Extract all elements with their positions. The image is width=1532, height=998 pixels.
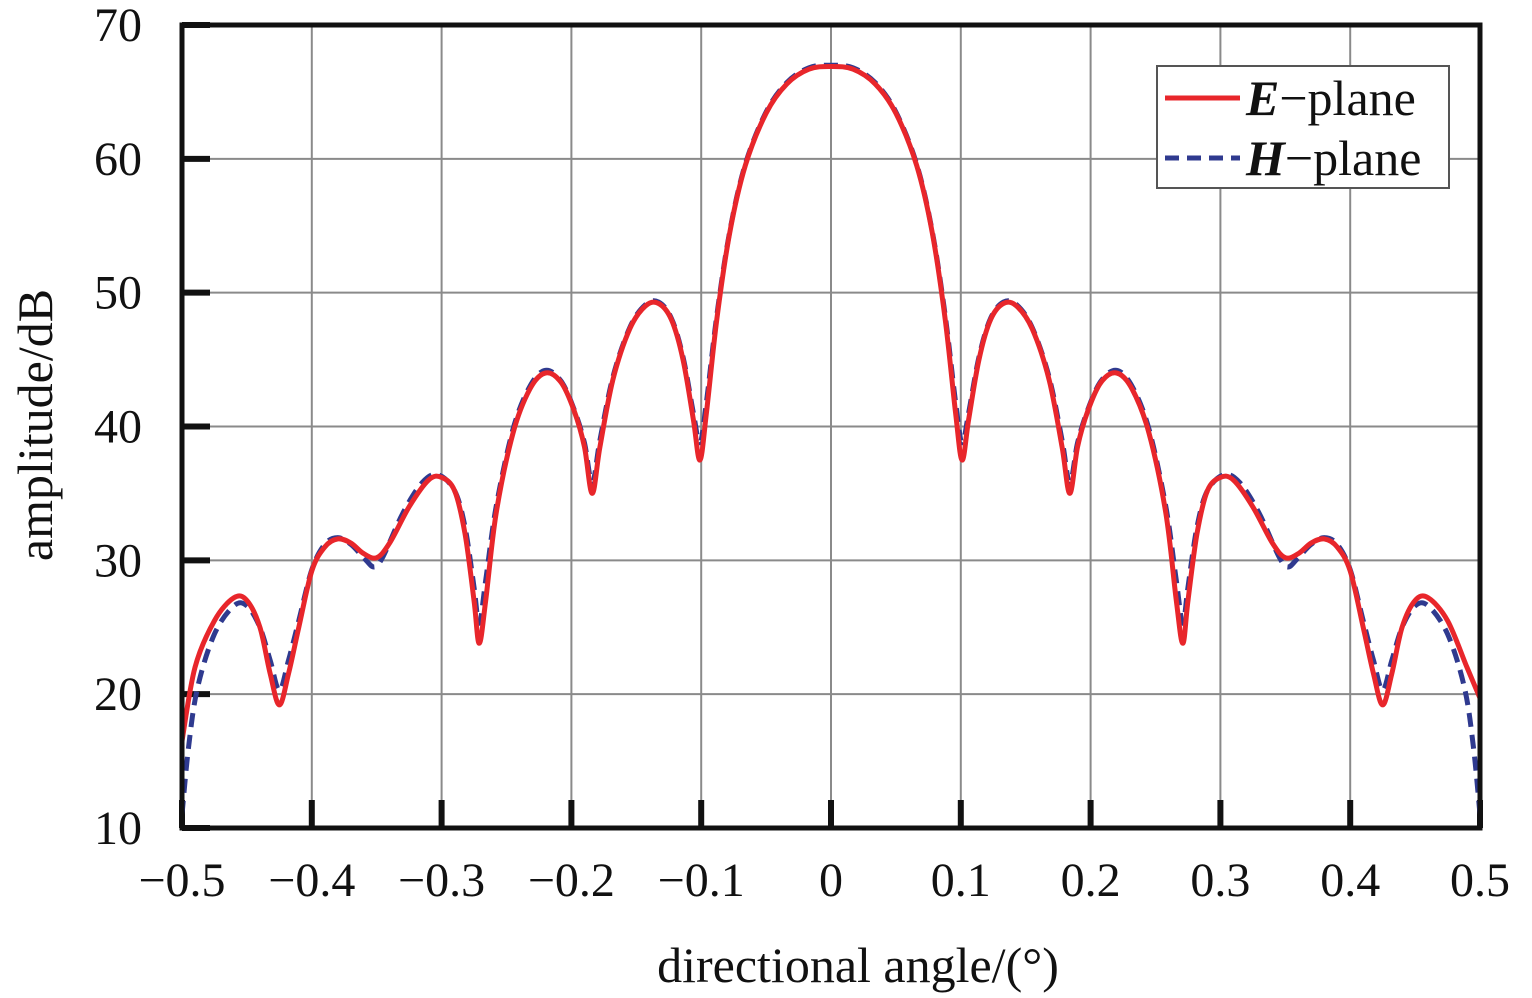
y-tick-label: 70	[94, 0, 142, 52]
series-layer	[179, 62, 1483, 815]
legend-label-e-plane: E−plane	[1245, 70, 1416, 126]
x-tick-label: 0.4	[1320, 854, 1380, 907]
x-tick-label: 0.2	[1061, 854, 1121, 907]
legend-box	[1156, 65, 1450, 189]
x-tick-label: −0.4	[268, 854, 355, 907]
legend-emphasis-h: H	[1245, 130, 1287, 186]
y-tick-labels: 10 20 30 40 50 60 70	[94, 0, 142, 855]
x-tick-labels: −0.5 −0.4 −0.3 −0.2 −0.1 0 0.1 0.2 0.3 0.4 0.5	[138, 854, 1510, 907]
x-tick-label: −0.3	[398, 854, 485, 907]
x-tick-label: 0	[819, 854, 843, 907]
x-tick-label: −0.1	[658, 854, 745, 907]
y-axis-label: amplitude/dB	[7, 289, 63, 561]
plot-frame	[179, 22, 1483, 831]
legend-emphasis-e: E	[1245, 70, 1279, 126]
x-tick-label: −0.2	[528, 854, 615, 907]
series-line-e-plane	[179, 63, 1483, 742]
x-tick-label: 0.3	[1190, 854, 1250, 907]
x-axis-label: directional angle/(°)	[657, 937, 1059, 993]
legend-rest-e: −plane	[1279, 70, 1415, 126]
y-tick-label: 40	[94, 401, 142, 454]
legend: E−plane H−plane	[1156, 65, 1450, 189]
legend-rest-h: −plane	[1285, 130, 1421, 186]
y-tick-label: 10	[94, 802, 142, 855]
x-tick-label: 0.5	[1450, 854, 1510, 907]
x-tick-label: −0.5	[138, 854, 225, 907]
y-tick-label: 60	[94, 133, 142, 186]
y-tick-label: 30	[94, 534, 142, 587]
y-tick-label: 20	[94, 668, 142, 721]
y-tick-label: 50	[94, 267, 142, 320]
legend-label-h-plane: H−plane	[1245, 130, 1421, 186]
x-tick-label: 0.1	[931, 854, 991, 907]
